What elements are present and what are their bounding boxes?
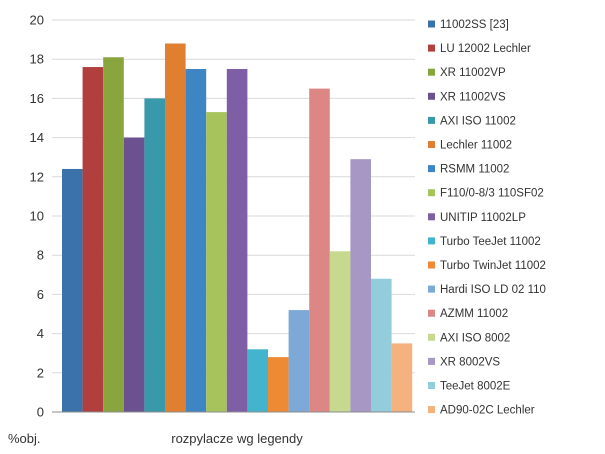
y-tick-label: 0 (37, 405, 44, 420)
y-tick-label: 2 (37, 365, 44, 380)
legend-label: 11002SS [23] (440, 19, 509, 31)
legend-swatch (428, 406, 435, 414)
legend-label: AXI ISO 11002 (440, 115, 516, 127)
legend-label: XR 11002VP (440, 67, 506, 79)
legend-label: Turbo TeeJet 11002 (440, 236, 541, 248)
bar (185, 69, 207, 412)
bar (309, 88, 330, 412)
legend-label: Hardi ISO LD 02 110 (440, 284, 546, 296)
bar (371, 278, 392, 412)
bar (350, 159, 371, 412)
bar (268, 357, 289, 412)
legend-swatch (428, 92, 435, 100)
y-tick-label: 14 (30, 130, 44, 145)
bar (288, 310, 310, 412)
y-tick-label: 8 (37, 248, 44, 263)
bar (226, 69, 248, 412)
bar (103, 57, 124, 413)
y-axis-ticks: 0 2 4 6 8 10 12 14 16 18 20 (30, 13, 44, 420)
legend-swatch (428, 141, 435, 148)
legend-swatch (428, 382, 435, 389)
bar (82, 67, 104, 412)
legend-label: AXI ISO 8002 (440, 332, 510, 344)
legend-swatch (428, 213, 435, 221)
y-tick-label: 20 (30, 13, 44, 28)
legend-swatch (428, 68, 435, 76)
bar (247, 349, 268, 412)
y-tick-label: 4 (37, 326, 44, 341)
legend-swatch (428, 189, 435, 197)
legend-swatch (428, 333, 435, 341)
legend-swatch (428, 20, 435, 28)
legend-swatch (428, 309, 435, 317)
legend-label: Lechler 11002 (440, 140, 512, 152)
y-tick-label: 18 (30, 52, 44, 67)
bar (165, 43, 186, 413)
bar (206, 112, 227, 413)
legend-label: Turbo TwinJet 11002 (440, 260, 546, 272)
y-tick-label: 16 (30, 91, 44, 106)
legend-swatch (428, 116, 435, 124)
bars (62, 43, 413, 413)
bar (62, 168, 83, 412)
bar (123, 137, 145, 412)
legend-swatch (428, 44, 435, 52)
legend-swatch (428, 237, 435, 245)
legend-label: XR 11002VS (440, 91, 506, 103)
x-axis-label: rozpylacze wg legendy (171, 431, 303, 446)
bar (329, 251, 351, 412)
legend-label: XR 8002VS (440, 356, 500, 368)
legend-label: AD90-02C Lechler (440, 405, 535, 417)
legend-label: LU 12002 Lechler (440, 43, 531, 55)
legend-swatch (428, 261, 435, 269)
legend-label: TeeJet 8002E (440, 381, 511, 393)
legend-label: AZMM 11002 (440, 308, 508, 320)
legend-swatch (428, 165, 435, 173)
legend-swatch (428, 285, 435, 293)
bar (144, 98, 165, 413)
legend-swatch (428, 357, 435, 365)
bar (391, 343, 413, 412)
y-tick-label: 6 (37, 287, 44, 302)
y-tick-label: 12 (30, 169, 44, 184)
legend-label: F110/0-8/3 110SF02 (440, 188, 544, 200)
y-tick-label: 10 (30, 209, 44, 224)
legend-label: UNITIP 11002LP (440, 212, 526, 224)
legend: 11002SS [23] LU 12002 Lechler XR 11002VP XR… (428, 19, 546, 417)
legend-label: RSMM 11002 (440, 164, 509, 176)
y-axis-label: %obj. (8, 431, 41, 446)
